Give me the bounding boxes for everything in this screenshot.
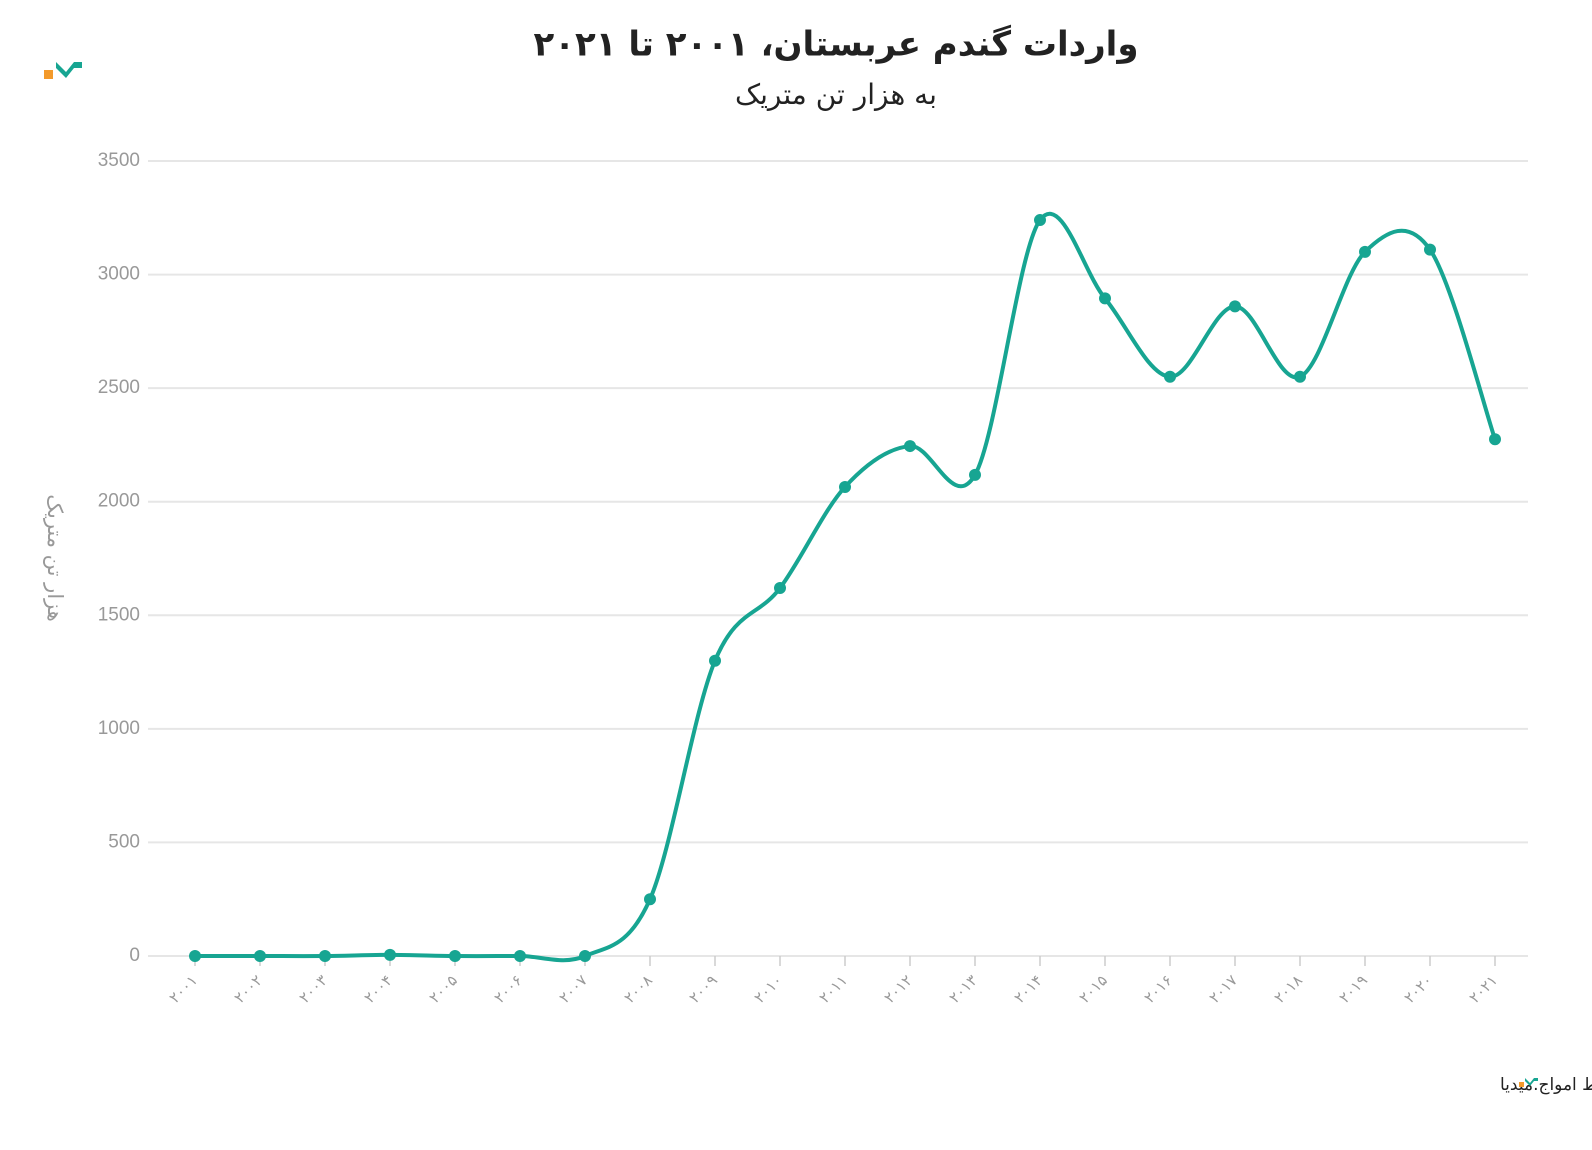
y-axis-label: هزار تن متریک bbox=[43, 494, 67, 622]
line bbox=[195, 211, 1497, 963]
x-tick-label: ۲۰۱۳ bbox=[945, 971, 981, 1007]
x-tick-label: ۲۰۱۲ bbox=[880, 971, 916, 1007]
point bbox=[1359, 245, 1371, 258]
point bbox=[1099, 292, 1111, 305]
x-tick-label: ۲۰۰۲ bbox=[230, 971, 266, 1007]
point bbox=[969, 468, 981, 481]
point bbox=[1294, 370, 1306, 383]
x-tick-label: ۲۰۱۴ bbox=[1010, 971, 1046, 1007]
x-tick-label: ۲۰۰۶ bbox=[490, 971, 526, 1007]
x-tick-label: ۲۰۱۶ bbox=[1140, 971, 1176, 1007]
y-tick-label: 1000 bbox=[98, 718, 140, 739]
logo-wave bbox=[1525, 1078, 1538, 1086]
x-tick-label: ۲۰۰۹ bbox=[685, 971, 721, 1007]
x-tick-label: ۲۰۰۵ bbox=[425, 971, 461, 1007]
point bbox=[579, 950, 591, 962]
point bbox=[1424, 243, 1436, 256]
point bbox=[839, 480, 851, 493]
point bbox=[1164, 370, 1176, 383]
point bbox=[1034, 214, 1046, 227]
point bbox=[319, 950, 331, 962]
x-tick-label: ۲۰۱۰ bbox=[750, 971, 786, 1007]
footer-logo bbox=[1519, 1078, 1538, 1087]
x-tick-label: ۲۰۰۱ bbox=[165, 971, 201, 1007]
y-tick-label: 3000 bbox=[98, 264, 140, 285]
x-tick-label: ۲۰۲۱ bbox=[1465, 971, 1501, 1007]
point bbox=[1489, 433, 1501, 446]
logo bbox=[44, 62, 82, 79]
y-tick-label: 500 bbox=[108, 831, 140, 852]
point bbox=[709, 654, 721, 667]
point bbox=[644, 893, 656, 906]
logo-wave bbox=[56, 62, 82, 78]
x-tick-label: ۲۰۱۹ bbox=[1335, 971, 1371, 1007]
x-tick-label: ۲۰۲۰ bbox=[1400, 971, 1436, 1007]
chart-title: واردات گندم عربستان، ۲۰۰۱ تا ۲۰۲۱ bbox=[534, 25, 1139, 65]
x-tick-label: ۲۰۰۸ bbox=[620, 971, 656, 1007]
x-tick-label: ۲۰۱۱ bbox=[815, 971, 851, 1007]
y-tick-label: 2500 bbox=[98, 377, 140, 398]
point bbox=[774, 582, 786, 595]
x-tick-label: ۲۰۱۵ bbox=[1075, 971, 1111, 1007]
point bbox=[254, 950, 266, 962]
x-tick-label: ۲۰۰۴ bbox=[360, 971, 396, 1007]
point bbox=[189, 950, 201, 962]
point bbox=[514, 950, 526, 962]
point bbox=[384, 948, 396, 961]
x-tick-label: ۲۰۱۷ bbox=[1205, 971, 1241, 1007]
y-tick-label: 0 bbox=[129, 945, 140, 966]
point bbox=[449, 950, 461, 962]
y-tick-label: 2000 bbox=[98, 491, 140, 512]
point bbox=[1229, 300, 1241, 313]
y-tick-label: 1500 bbox=[98, 604, 140, 625]
x-tick-label: ۲۰۰۳ bbox=[295, 971, 331, 1007]
chart-subtitle: به هزار تن متریک bbox=[735, 78, 937, 111]
y-tick-label: 3500 bbox=[98, 150, 140, 171]
x-tick-label: ۲۰۱۸ bbox=[1270, 971, 1306, 1007]
source-note: منبع: سازمان غذا و کشاورزی • تولیدشده تو… bbox=[1500, 1075, 1592, 1095]
logo-square bbox=[44, 70, 53, 79]
x-tick-label: ۲۰۰۷ bbox=[555, 971, 591, 1007]
logo-square bbox=[1519, 1082, 1524, 1087]
point bbox=[904, 440, 916, 453]
